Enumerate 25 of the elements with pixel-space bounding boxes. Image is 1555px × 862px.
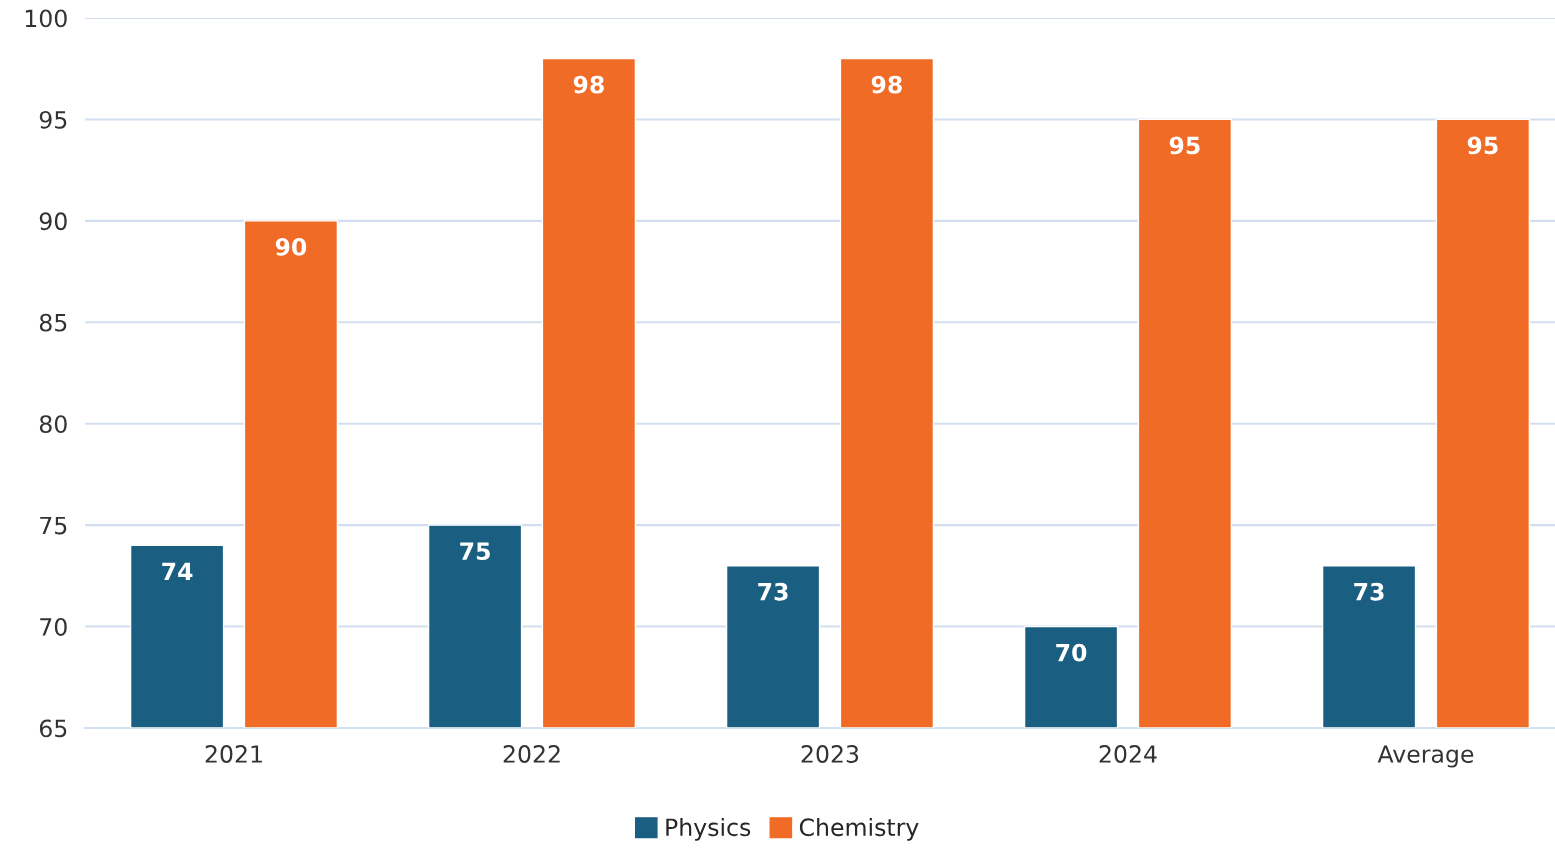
- x-tick-label: 2021: [205, 745, 262, 763]
- y-tick-label: 85: [39, 313, 67, 332]
- data-label: 95: [1467, 136, 1498, 155]
- data-label: 95: [1169, 136, 1200, 155]
- y-tick-label: 90: [39, 212, 67, 231]
- legend-label: Physics: [666, 817, 751, 841]
- data-label: 98: [871, 75, 902, 94]
- data-label: 70: [1056, 643, 1087, 662]
- y-tick-label: 100: [25, 9, 67, 28]
- data-label: 73: [1354, 582, 1384, 601]
- y-tick-label: 95: [39, 110, 67, 129]
- data-label: 90: [275, 237, 307, 256]
- data-label: 75: [460, 542, 490, 561]
- x-tick-label: 2023: [801, 745, 859, 763]
- data-label: 98: [573, 75, 604, 94]
- x-tick-label: 2022: [503, 745, 560, 763]
- x-tick-label: Average: [1377, 745, 1474, 768]
- data-label: 74: [162, 562, 193, 581]
- data-label: 73: [758, 582, 788, 601]
- x-tick-label: 2024: [1099, 745, 1157, 763]
- y-tick-label: 75: [40, 516, 67, 535]
- y-tick-label: 70: [40, 618, 67, 636]
- legend-label: Chemistry: [799, 817, 919, 841]
- y-tick-label: 80: [39, 415, 67, 434]
- y-tick-label: 65: [39, 719, 67, 738]
